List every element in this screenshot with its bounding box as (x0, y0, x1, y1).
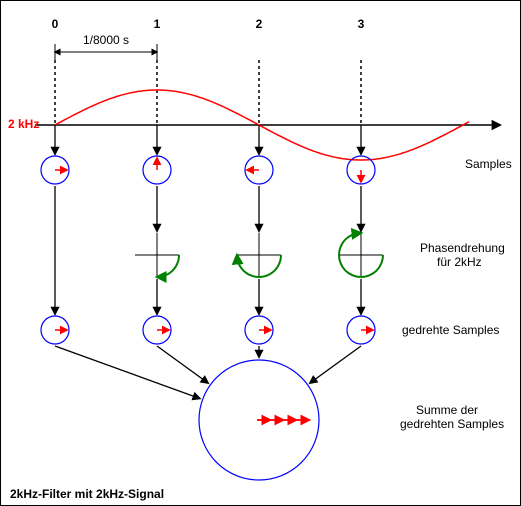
svg-text:0: 0 (52, 17, 59, 31)
rotated-row (41, 316, 375, 344)
interval-label: 1/8000 s (83, 33, 129, 47)
rotation-row (135, 233, 383, 277)
rotation-label-1: Phasendrehung (420, 241, 505, 255)
svg-text:2: 2 (256, 17, 263, 31)
sum-circle (199, 360, 319, 480)
sum-label-2: gedrehten Samples (400, 417, 504, 431)
samples-label: Samples (465, 157, 512, 171)
svg-text:3: 3 (358, 17, 365, 31)
rotation-label-2: für 2kHz (437, 255, 482, 269)
dft-diagram: 0 1 2 3 1/8000 s 2 kHz Samples Phasendrehun… (0, 0, 521, 506)
svg-text:1: 1 (154, 17, 161, 31)
interval-dimension: 1/8000 s (55, 33, 157, 60)
connector-arrows (55, 125, 361, 399)
sum-label-1: Summe der (416, 403, 478, 417)
freq-label: 2 kHz (8, 117, 39, 131)
caption: 2kHz-Filter mit 2kHz-Signal (10, 487, 164, 501)
rotated-label: gedrehte Samples (402, 323, 499, 337)
samples-row (41, 156, 375, 184)
